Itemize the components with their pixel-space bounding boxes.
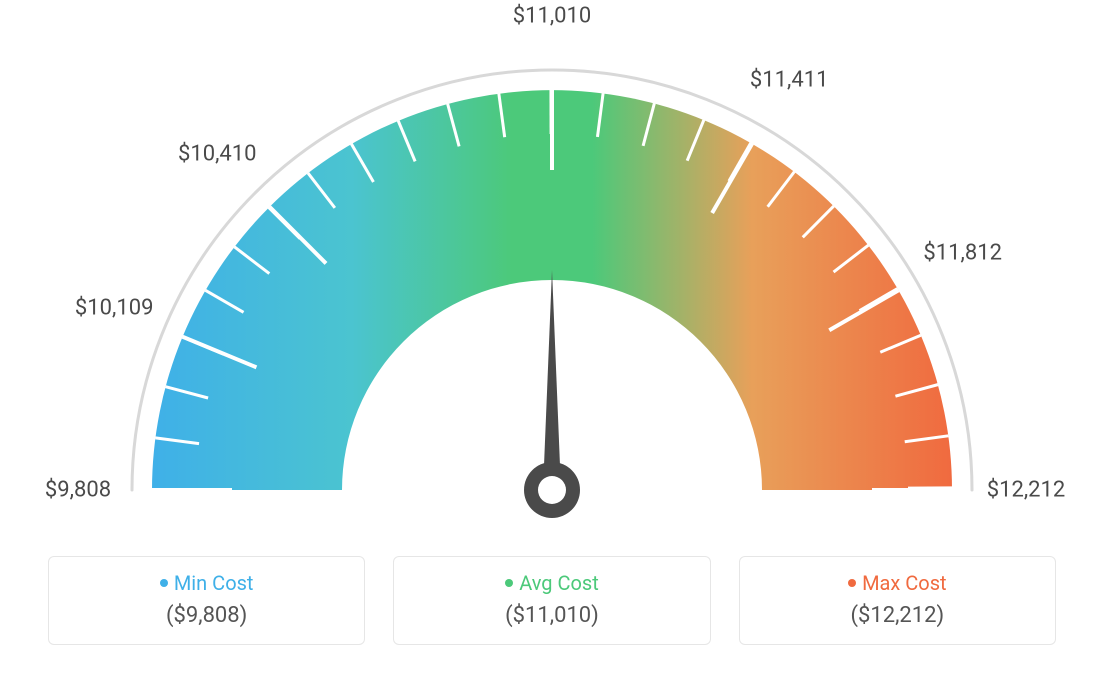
legend-card-min: Min Cost ($9,808)	[48, 556, 365, 645]
legend-title-max-text: Max Cost	[862, 571, 947, 595]
gauge-tick-label: $9,808	[45, 478, 111, 503]
gauge-chart	[0, 0, 1104, 550]
gauge-tick-label: $11,010	[513, 4, 592, 29]
legend-dot-avg	[505, 579, 513, 587]
legend-value-max: ($12,212)	[740, 603, 1055, 628]
gauge-tick-label: $10,410	[178, 142, 257, 167]
legend-dot-min	[160, 579, 168, 587]
gauge-tick-label: $12,212	[987, 478, 1066, 503]
legend-title-avg-text: Avg Cost	[519, 571, 599, 595]
legend-title-min-text: Min Cost	[174, 571, 254, 595]
gauge-container: $9,808 $10,109 $10,410 $11,010 $11,411 $11,81…	[0, 0, 1104, 550]
legend-dot-max	[848, 579, 856, 587]
gauge-tick-label: $10,109	[75, 296, 154, 321]
legend-title-max: Max Cost	[740, 571, 1055, 595]
legend-row: Min Cost ($9,808) Avg Cost ($11,010) Max…	[0, 556, 1104, 645]
legend-value-avg: ($11,010)	[394, 603, 709, 628]
gauge-tick-label: $11,812	[923, 241, 1002, 266]
legend-card-avg: Avg Cost ($11,010)	[393, 556, 710, 645]
legend-title-avg: Avg Cost	[394, 571, 709, 595]
gauge-tick-label: $11,411	[750, 67, 829, 92]
legend-value-min: ($9,808)	[49, 603, 364, 628]
legend-card-max: Max Cost ($12,212)	[739, 556, 1056, 645]
legend-title-min: Min Cost	[49, 571, 364, 595]
